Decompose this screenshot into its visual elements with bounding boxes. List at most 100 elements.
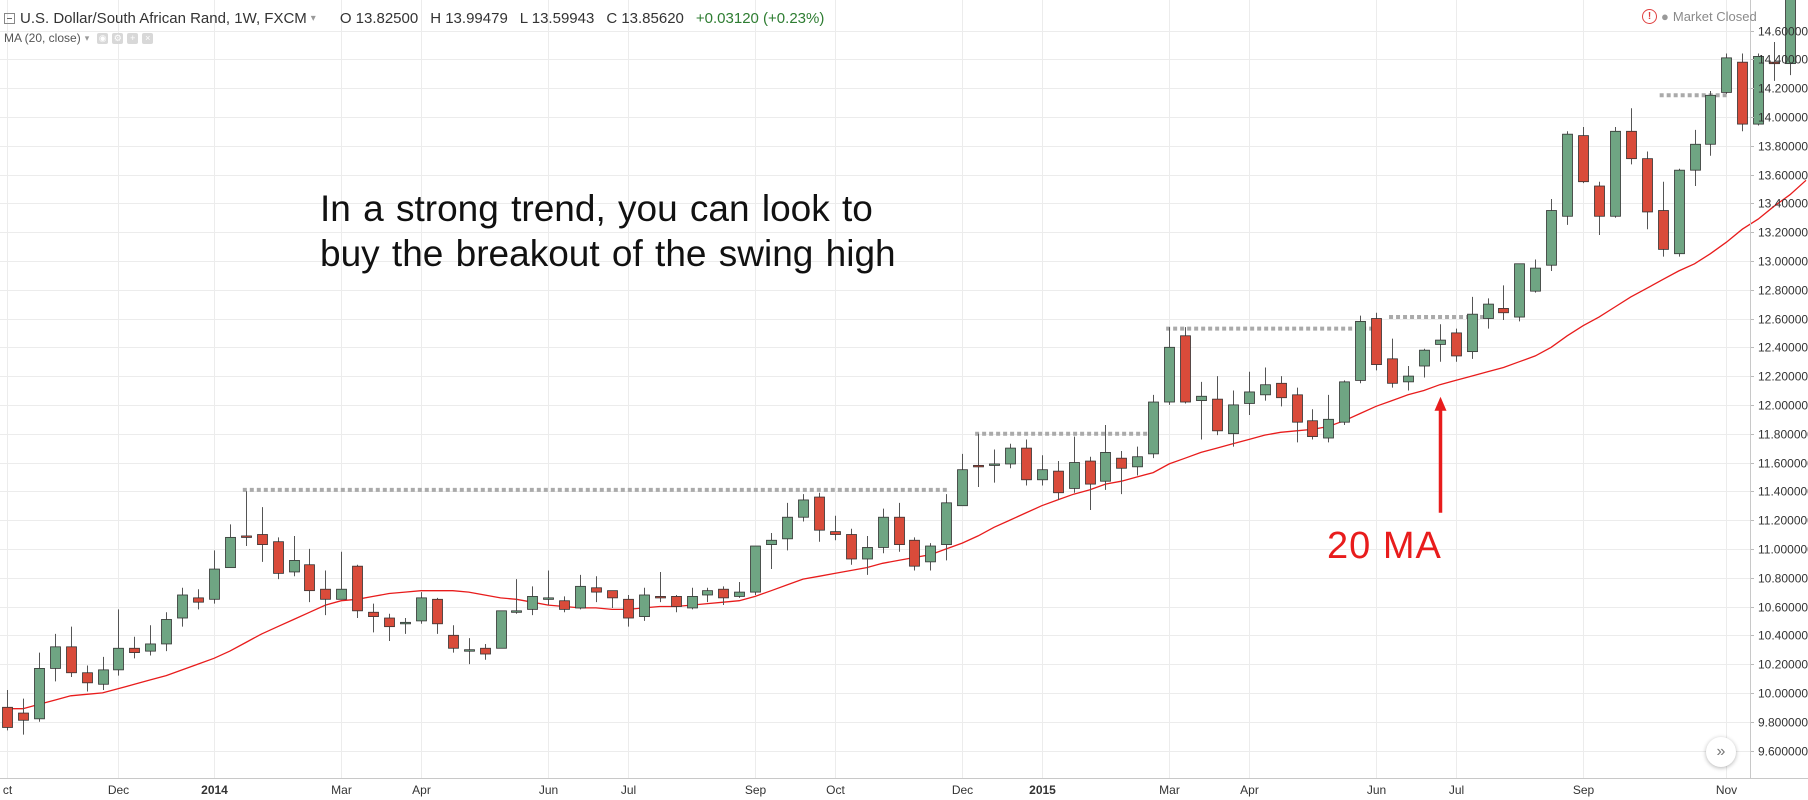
candle-body bbox=[1530, 267, 1541, 292]
candle-body bbox=[798, 499, 809, 518]
candle bbox=[416, 592, 427, 624]
candle-body bbox=[591, 587, 602, 593]
candle bbox=[941, 494, 952, 561]
candle-body bbox=[925, 545, 936, 563]
candle bbox=[782, 502, 793, 551]
candle bbox=[50, 633, 61, 682]
close-icon[interactable]: × bbox=[142, 32, 154, 44]
candle bbox=[1180, 327, 1191, 404]
candle bbox=[336, 551, 347, 600]
candle bbox=[257, 507, 268, 562]
candle bbox=[687, 587, 698, 610]
market-status[interactable]: ! ● Market Closed bbox=[1642, 9, 1757, 24]
y-tick-label: 11.800000 bbox=[1758, 428, 1808, 442]
candle bbox=[957, 453, 968, 507]
grid bbox=[0, 0, 1750, 778]
scroll-to-realtime-button[interactable]: » bbox=[1706, 737, 1736, 767]
candle-body bbox=[718, 588, 729, 599]
plus-icon[interactable]: + bbox=[127, 32, 139, 44]
candle bbox=[1753, 53, 1764, 126]
x-tick-label: 2015 bbox=[1029, 783, 1056, 797]
candle bbox=[448, 625, 459, 653]
x-tick-label: Dec bbox=[108, 783, 129, 797]
candle bbox=[702, 587, 713, 603]
y-tick-label: 9.800000 bbox=[1758, 716, 1808, 730]
x-tick-label: ct bbox=[3, 783, 13, 797]
candle bbox=[1196, 381, 1207, 440]
candle bbox=[1498, 285, 1509, 320]
candle-body bbox=[1085, 460, 1096, 485]
chevron-down-icon[interactable]: ▾ bbox=[84, 32, 90, 43]
candle-body bbox=[1514, 263, 1525, 318]
low-value: L 13.59943 bbox=[519, 10, 595, 27]
candle-body bbox=[241, 535, 252, 538]
candle bbox=[639, 587, 650, 621]
candle bbox=[145, 625, 156, 656]
high-value: H 13.99479 bbox=[430, 10, 508, 27]
candle bbox=[1737, 53, 1748, 132]
candle bbox=[2, 690, 13, 731]
x-tick-label: Dec bbox=[952, 783, 973, 797]
candle bbox=[1403, 366, 1414, 391]
y-tick-label: 10.200000 bbox=[1758, 658, 1808, 672]
candle-body bbox=[50, 646, 61, 669]
eye-icon[interactable]: ◉ bbox=[97, 32, 109, 44]
indicator-label[interactable]: MA (20, close) bbox=[4, 31, 81, 45]
legend-row: U.S. Dollar/South African Rand, 1W, FXCM… bbox=[4, 10, 836, 27]
candle-body bbox=[830, 531, 841, 535]
candles bbox=[2, 0, 1796, 735]
candle-body bbox=[225, 536, 236, 569]
candle bbox=[798, 494, 809, 522]
candle-body bbox=[989, 463, 1000, 466]
candle-body bbox=[1164, 346, 1175, 403]
candle-body bbox=[1562, 133, 1573, 217]
y-tick-label: 12.600000 bbox=[1758, 313, 1808, 327]
candle bbox=[1132, 446, 1143, 476]
candle bbox=[368, 603, 379, 633]
candle-body bbox=[145, 643, 156, 652]
candle bbox=[750, 545, 761, 595]
candle-body bbox=[1196, 395, 1207, 401]
candle-body bbox=[511, 610, 522, 613]
candle-body bbox=[34, 668, 45, 720]
candle-body bbox=[273, 541, 284, 574]
candle-body bbox=[129, 647, 140, 653]
collapse-icon[interactable] bbox=[4, 13, 15, 24]
x-tick-label: Jun bbox=[1367, 783, 1386, 797]
candle bbox=[1339, 380, 1350, 426]
candle-body bbox=[1323, 418, 1334, 439]
candle-body bbox=[1148, 401, 1159, 455]
candle bbox=[1164, 327, 1175, 405]
status-dot-icon: ● bbox=[1661, 9, 1669, 24]
candle-body bbox=[543, 597, 554, 600]
x-tick-label: Apr bbox=[412, 783, 431, 797]
y-tick-label: 14.200000 bbox=[1758, 82, 1808, 96]
candle bbox=[527, 586, 538, 616]
chevron-down-icon[interactable]: ▾ bbox=[310, 13, 316, 24]
candle-body bbox=[1053, 470, 1064, 494]
candle bbox=[320, 570, 331, 616]
candle-body bbox=[878, 516, 889, 548]
y-tick-label: 14.600000 bbox=[1758, 25, 1808, 39]
gear-icon[interactable]: ⚙ bbox=[112, 32, 124, 44]
candle-body bbox=[846, 534, 857, 560]
candle-body bbox=[448, 634, 459, 649]
y-tick-label: 13.600000 bbox=[1758, 169, 1808, 183]
candle-body bbox=[607, 590, 618, 599]
symbol-title[interactable]: U.S. Dollar/South African Rand, 1W, FXCM bbox=[20, 10, 307, 27]
candle bbox=[894, 502, 905, 552]
candle bbox=[862, 535, 873, 575]
candle bbox=[718, 586, 729, 606]
candle bbox=[543, 570, 554, 606]
candle bbox=[1705, 90, 1716, 156]
candle bbox=[241, 491, 252, 547]
annotation-line-1: In a strong trend, you can look to bbox=[320, 188, 873, 229]
y-tick-label: 10.000000 bbox=[1758, 687, 1808, 701]
x-tick-label: Sep bbox=[1573, 783, 1595, 797]
x-tick-label: Sep bbox=[745, 783, 767, 797]
candle-body bbox=[1292, 394, 1303, 423]
candle-body bbox=[527, 596, 538, 610]
candle bbox=[925, 543, 936, 571]
x-tick-label: 2014 bbox=[201, 783, 228, 797]
